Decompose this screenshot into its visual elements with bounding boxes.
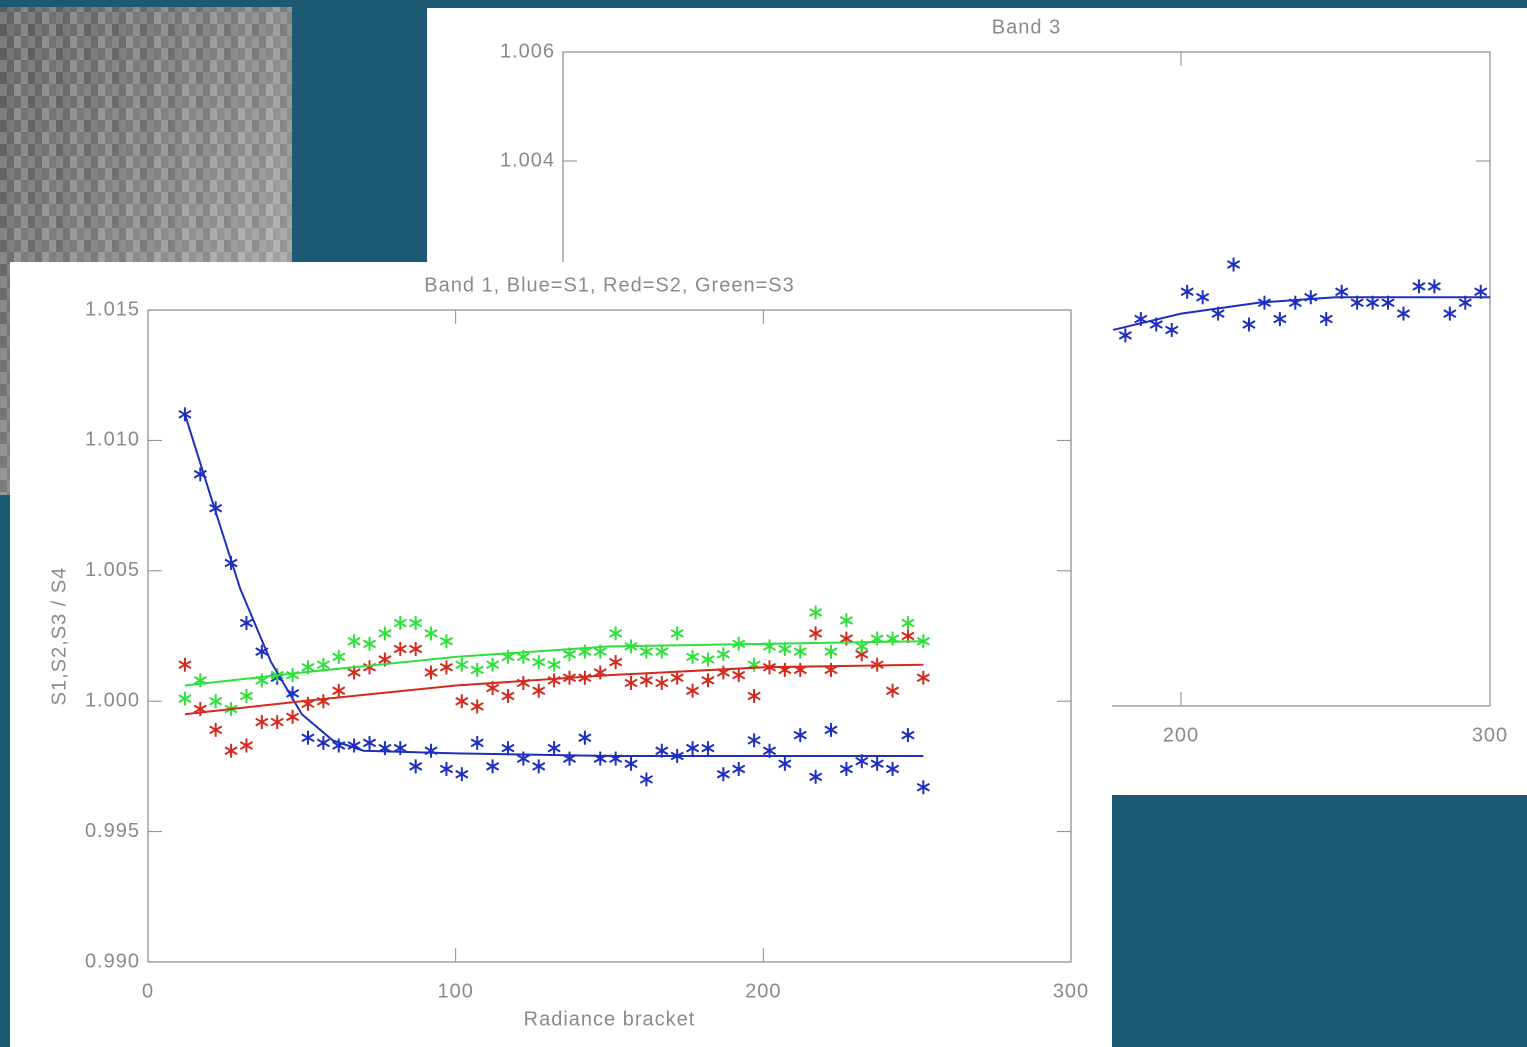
y-axis-label: S1,S2,S3 / S4 — [48, 567, 70, 706]
y-tick-label: 1.005 — [85, 559, 140, 581]
chart-title: Band 1, Blue=S1, Red=S2, Green=S3 — [424, 274, 794, 296]
y-tick-label: 1.000 — [85, 689, 140, 711]
y-tick-label: 1.010 — [85, 429, 140, 451]
slide: 1.004 1.006 200 300 Band 3 Radiance bracket 0… — [0, 0, 1527, 1047]
chart-title: Band 3 — [992, 16, 1061, 38]
y-tick-label: 0.995 — [85, 820, 140, 842]
y-tick-label: 1.015 — [85, 298, 140, 320]
y-tick-label: 1.004 — [500, 149, 555, 171]
chart-panel — [10, 262, 1112, 1047]
x-tick-label: 0 — [142, 980, 154, 1002]
y-tick-label: 1.006 — [500, 40, 555, 62]
x-tick-label: 200 — [745, 980, 781, 1002]
x-tick-label: 300 — [1472, 724, 1508, 746]
x-tick-label: 300 — [1053, 980, 1089, 1002]
x-axis-label: Radiance bracket — [524, 1008, 696, 1030]
y-tick-label: 0.990 — [85, 950, 140, 972]
x-tick-label: 200 — [1163, 724, 1199, 746]
x-tick-label: 100 — [437, 980, 473, 1002]
